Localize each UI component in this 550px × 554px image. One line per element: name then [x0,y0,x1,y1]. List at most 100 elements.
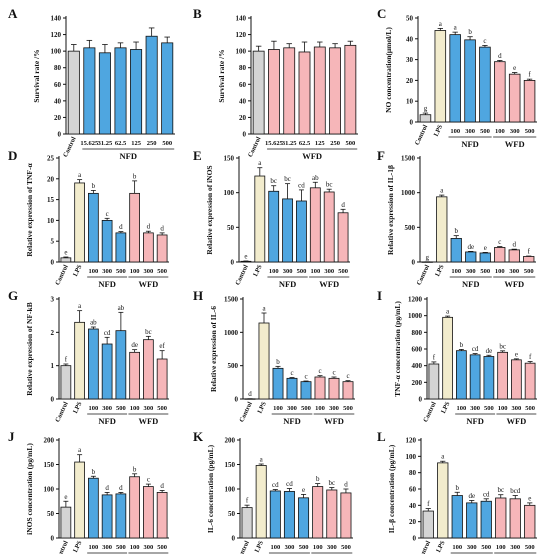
bar [74,461,85,539]
x-tick-label: 300 [465,128,475,135]
y-tick-label: 10 [47,217,55,225]
y-tick-label: 0 [51,535,55,543]
chart-panel-l: LIL-β concentration (pg/mL) 0 20 40 60 80 100 1… [377,429,537,554]
y-tick-label: 0 [412,259,416,267]
significance-letter: bc [329,479,336,487]
x-tick-label: 100 [457,405,467,412]
x-tick-label: 125 [315,140,326,147]
significance-letter: a [441,453,445,461]
group-label: NFD [279,279,296,289]
bar [422,510,434,539]
y-tick-label: 600 [412,346,423,354]
y-tick-label: 140 [51,15,62,23]
y-tick-label: 200 [44,437,55,445]
significance-letter: d [344,481,348,489]
y-tick-label: 1000 [401,189,416,197]
group-label: WFD [505,139,525,149]
group-label: NFD [466,416,483,426]
bar [130,49,143,135]
x-tick-label: Control [414,124,430,147]
x-tick-label: LPS [440,401,452,415]
significance-letter: bc [270,177,277,185]
y-tick-label: 25 [47,155,55,163]
significance-letter: a [446,308,450,316]
bar [143,486,154,539]
significance-letter: d [147,223,151,231]
significance-letter: a [258,159,262,167]
bar [254,175,266,263]
bar [129,476,140,539]
y-axis-label: Survival rate /% [217,49,226,102]
x-tick-label: Control [417,540,433,554]
x-tick-label: LPS [434,264,446,278]
bar [495,497,507,539]
y-tick-label: 15 [47,196,55,204]
y-tick-label: 120 [51,31,62,39]
bar [74,182,85,263]
significance-letter: e [244,252,247,260]
x-tick-label: 300 [102,405,112,412]
x-tick-label: 100 [452,544,462,551]
x-tick-label: 300 [144,405,154,412]
y-tick-label: 30 [406,56,414,64]
significance-letter: b [276,358,280,366]
significance-letter: a [78,302,82,310]
y-tick-label: 400 [412,362,423,370]
bar [252,50,265,135]
y-axis-label: NO concentration(μmol/L) [384,27,393,113]
bar [60,365,72,400]
y-tick-label: 200 [225,437,236,445]
x-tick-label: 500 [481,544,491,551]
significance-letter: c [318,367,321,375]
significance-letter: bcd [510,487,521,495]
y-tick-label: 10 [406,98,414,106]
significance-letter: de [486,347,493,355]
y-tick-label: 100 [224,189,235,197]
y-axis-label: Relative expression of IL-1β [386,165,395,255]
x-tick-label: Control [238,401,254,424]
x-tick-label: 300 [467,544,477,551]
y-tick-label: 0 [243,131,247,139]
bar [344,44,357,135]
y-tick-label: 150 [44,461,55,469]
bar [283,47,296,135]
bar [129,351,140,400]
significance-letter: cd [472,345,479,353]
x-tick-label: 100 [89,268,99,275]
x-tick-label: 500 [162,140,172,147]
bar [483,356,495,400]
y-tick-label: 0 [419,396,423,404]
y-tick-label: 60 [239,81,247,89]
y-tick-label: 100 [51,48,62,56]
significance-letter: a [440,187,444,195]
x-tick-label: 100 [450,128,460,135]
significance-letter: e [484,244,487,252]
group-label: WFD [138,279,158,289]
y-tick-label: 3 [51,296,55,304]
y-tick-label: 50 [228,510,236,518]
bar [437,462,449,539]
x-tick-label: 300 [102,268,112,275]
significance-letter: bc [145,328,152,336]
significance-letter: b [92,468,96,476]
bar [479,252,491,263]
significance-letter: d [105,484,109,492]
x-tick-label: 500 [525,544,535,551]
significance-letter: d [160,482,164,490]
significance-letter: d [160,224,164,232]
significance-letter: cd [286,480,293,488]
bar [143,339,154,400]
panel-label: E [193,148,202,163]
bar [156,234,168,263]
x-tick-label: 100 [495,268,505,275]
x-tick-label: 300 [510,128,520,135]
x-tick-label: 300 [329,405,339,412]
x-tick-label: 62.5 [115,140,127,147]
x-tick-label: 300 [144,268,154,275]
significance-letter: ab [90,319,97,327]
significance-letter: f [246,497,249,505]
x-tick-label: Control [234,264,250,287]
